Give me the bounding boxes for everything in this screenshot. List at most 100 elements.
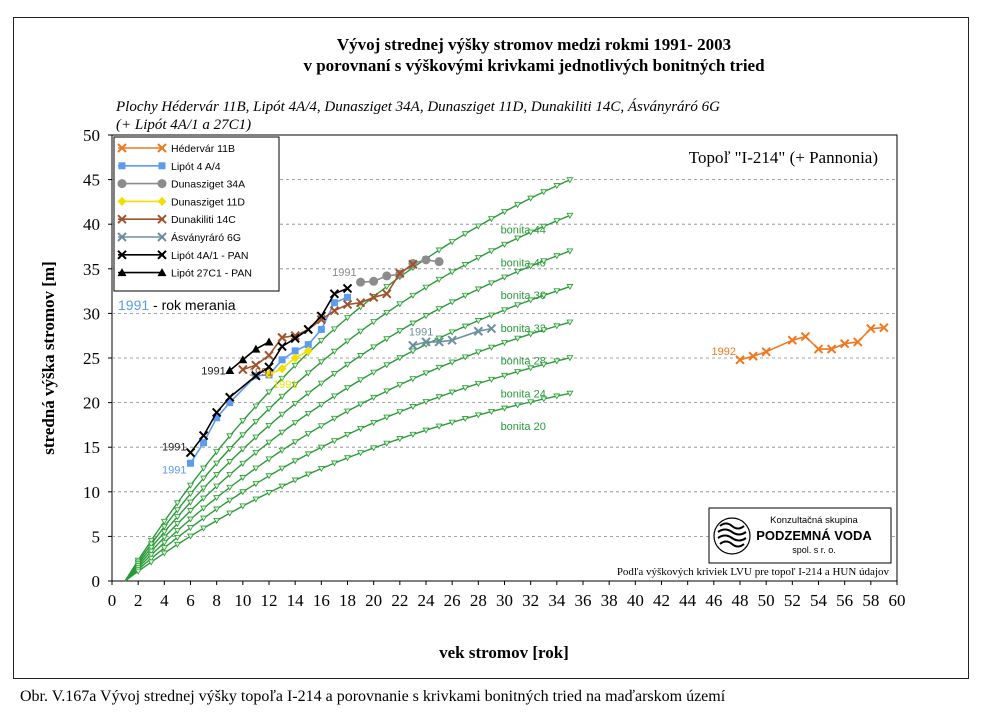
series-point-dunasziget-34a-2 xyxy=(382,271,392,281)
curve-label-bonita-28: bonita 28 xyxy=(501,356,546,368)
logo-line-3: spol. s r. o. xyxy=(792,545,836,555)
series-point-dunakiliti-14c-1 xyxy=(251,360,261,370)
curve-marker-bonita-44-32 xyxy=(527,195,535,202)
series-start-label-lipot-27c1-pan: 1991 xyxy=(201,365,225,377)
year-note-year: 1991 xyxy=(118,297,149,313)
curve-marker-bonita-24-6 xyxy=(187,525,194,532)
series-point-hedervar-11b-10 xyxy=(879,322,889,333)
x-tick-label-26: 26 xyxy=(444,591,461,610)
curve-marker-bonita-40-33 xyxy=(540,223,548,230)
curve-marker-bonita-40-35 xyxy=(566,212,574,219)
curve-marker-bonita-24-23 xyxy=(409,404,417,411)
x-tick-label-56: 56 xyxy=(836,591,853,610)
series-point-hedervar-11b-5 xyxy=(813,344,824,354)
curve-marker-bonita-28-30 xyxy=(501,340,508,347)
legend-item-dunasziget-34a: Dunasziget 34A xyxy=(117,179,245,191)
series-point-lipot-4-a-4-10 xyxy=(330,299,338,307)
series-point-dunakiliti-14c-10 xyxy=(368,292,379,303)
curve-marker-bonita-24-20 xyxy=(370,420,378,427)
curve-marker-bonita-28-26 xyxy=(448,359,456,366)
y-axis-label: stredná výška stromov [m] xyxy=(39,261,58,454)
curve-marker-bonita-32-6 xyxy=(187,508,194,515)
series-point-dunasziget-34a-6 xyxy=(434,257,444,267)
curve-marker-bonita-44-12 xyxy=(265,389,273,396)
curve-marker-bonita-24-27 xyxy=(461,385,469,392)
curve-marker-bonita-32-21 xyxy=(383,362,391,369)
curve-marker-bonita-28-11 xyxy=(252,465,260,472)
curve-marker-bonita-28-35 xyxy=(566,319,574,326)
curve-marker-bonita-32-20 xyxy=(370,369,378,376)
x-tick-label-60: 60 xyxy=(889,591,906,610)
curve-marker-bonita-32-17 xyxy=(330,393,338,400)
legend-marker-end-dunasziget-11d xyxy=(157,196,167,206)
series-point-lipot-27c1-pan-2 xyxy=(251,344,261,353)
series-point-dunakiliti-14c-11 xyxy=(382,289,392,299)
curve-marker-bonita-36-7 xyxy=(200,485,208,492)
curve-marker-bonita-36-3 xyxy=(147,545,155,552)
curve-marker-bonita-28-16 xyxy=(317,423,325,430)
curve-marker-bonita-44-6 xyxy=(187,482,194,489)
series-point-dunasziget-11d-0 xyxy=(264,369,274,379)
curve-marker-bonita-24-30 xyxy=(501,372,508,379)
legend-marker-end-hedervar-11b xyxy=(157,143,167,153)
curve-marker-bonita-28-33 xyxy=(540,327,548,334)
y-tick-label-45: 45 xyxy=(83,171,100,190)
series-dunasziget-11d: 1991 xyxy=(264,346,313,391)
curve-marker-bonita-40-17 xyxy=(330,348,338,355)
curve-marker-bonita-44-17 xyxy=(330,326,338,333)
series-point-lipot-4a-1-pan-7 xyxy=(290,333,300,344)
curve-marker-bonita-32-9 xyxy=(226,472,234,479)
curve-marker-bonita-44-29 xyxy=(487,216,495,223)
x-tick-label-50: 50 xyxy=(758,591,775,610)
legend-item-asvanyraro-6g: Ásványráró 6G xyxy=(117,231,241,244)
curve-marker-bonita-40-24 xyxy=(422,284,430,291)
curve-marker-bonita-28-20 xyxy=(370,394,378,401)
y-tick-label-35: 35 xyxy=(83,260,100,279)
y-tick-label-10: 10 xyxy=(83,483,100,502)
curve-marker-bonita-32-23 xyxy=(409,348,417,355)
series-point-lipot-4a-1-pan-11 xyxy=(342,283,353,294)
series-point-hedervar-11b-2 xyxy=(761,347,771,357)
series-point-lipot-4a-1-pan-10 xyxy=(329,289,340,299)
y-tick-label-0: 0 xyxy=(92,572,101,591)
x-axis-label: vek stromov [rok] xyxy=(439,643,569,662)
curve-marker-bonita-28-19 xyxy=(357,401,365,408)
curve-marker-bonita-28-5 xyxy=(173,528,181,535)
curve-marker-bonita-36-26 xyxy=(448,299,456,306)
curve-marker-bonita-20-7 xyxy=(200,525,208,532)
legend: Hédervár 11B Lipót 4 A/4 Dunasziget 34A Dun… xyxy=(113,136,280,292)
curve-label-bonita-24: bonita 24 xyxy=(501,388,546,400)
curve-marker-bonita-40-22 xyxy=(396,301,404,308)
legend-marker-end-dunakiliti-14c xyxy=(157,214,167,224)
series-point-asvanyraro-6g-2 xyxy=(434,337,444,347)
series-point-dunakiliti-14c-4 xyxy=(290,330,300,341)
curve-marker-bonita-20-26 xyxy=(448,419,456,426)
curve-marker-bonita-24-31 xyxy=(514,369,522,376)
legend-item-dunakiliti-14c: Dunakiliti 14C xyxy=(117,214,236,226)
series-point-hedervar-11b-7 xyxy=(839,339,850,349)
figure-caption: Obr. V.167a Vývoj strednej výšky topoľa … xyxy=(20,688,726,705)
series-point-lipot-4-a-4-2 xyxy=(213,414,221,422)
curve-marker-bonita-24-12 xyxy=(265,473,273,480)
series-point-lipot-4a-1-pan-8 xyxy=(303,324,313,335)
curve-marker-bonita-36-13 xyxy=(278,411,286,418)
legend-marker-end-asvanyraro-6g xyxy=(157,232,167,242)
curve-marker-bonita-36-16 xyxy=(317,380,325,387)
curve-marker-bonita-36-9 xyxy=(226,459,234,466)
curve-marker-bonita-32-12 xyxy=(265,439,273,446)
curve-marker-bonita-32-16 xyxy=(317,402,325,409)
curve-marker-bonita-20-29 xyxy=(487,408,495,415)
x-tick-label-0: 0 xyxy=(108,591,117,610)
logo-symbol-icon xyxy=(713,517,751,555)
legend-label-hedervar-11b: Hédervár 11B xyxy=(171,143,235,155)
curve-marker-bonita-44-21 xyxy=(383,283,391,290)
curve-label-bonita-36: bonita 36 xyxy=(501,290,546,302)
curve-marker-bonita-28-21 xyxy=(383,388,391,395)
curve-marker-bonita-32-30 xyxy=(501,307,508,314)
curve-marker-bonita-40-3 xyxy=(147,541,155,548)
curve-marker-bonita-40-6 xyxy=(187,491,194,498)
series-point-lipot-4a-1-pan-9 xyxy=(316,311,327,321)
curve-marker-bonita-28-31 xyxy=(514,335,522,342)
curve-marker-bonita-36-32 xyxy=(527,263,535,270)
curve-marker-bonita-20-33 xyxy=(540,396,548,403)
